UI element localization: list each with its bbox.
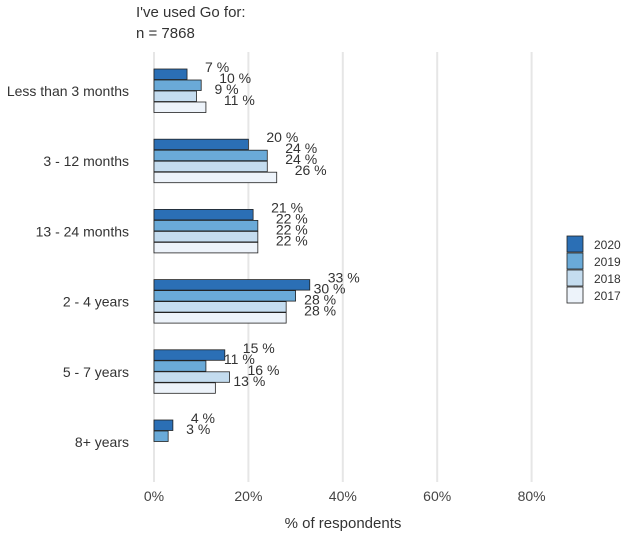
bar-2017 xyxy=(153,382,216,394)
bar-2020 xyxy=(153,419,174,431)
bar-2018 xyxy=(153,371,230,383)
bar-2018 xyxy=(153,160,268,173)
data-label: 26 % xyxy=(295,162,327,178)
x-tick-label: 80% xyxy=(518,488,546,504)
bar-2020 xyxy=(153,138,249,151)
data-label: 22 % xyxy=(276,210,308,226)
bars xyxy=(153,68,311,442)
bar-2019 xyxy=(153,79,202,91)
x-tick-label: 20% xyxy=(234,488,262,504)
bar-2018 xyxy=(153,301,287,313)
data-label: 10 % xyxy=(219,70,251,86)
x-tick-label: 0% xyxy=(144,488,164,504)
legend-label: 2019 xyxy=(594,255,621,269)
data-label: 24 % xyxy=(285,151,317,167)
data-label: 4 % xyxy=(191,410,215,426)
bar-2018 xyxy=(153,90,197,102)
category-labels: Less than 3 months 3 - 12 months 13 - 24 m… xyxy=(7,83,129,450)
data-label: 22 % xyxy=(276,232,308,248)
x-tick-label: 60% xyxy=(423,488,451,504)
bar-2019 xyxy=(153,430,169,442)
category-label: 8+ years xyxy=(75,434,129,450)
data-label: 13 % xyxy=(233,373,265,389)
gridlines xyxy=(153,52,533,482)
data-label: 22 % xyxy=(276,221,308,237)
data-label: 28 % xyxy=(304,303,336,319)
bar-2018 xyxy=(153,230,259,243)
legend: 2020 2019 2018 2017 xyxy=(566,235,621,304)
data-label: 30 % xyxy=(314,281,346,297)
x-tick-labels: 0% 20% 40% 60% 80% xyxy=(144,488,546,504)
bar-2019 xyxy=(153,219,259,232)
bar-2020 xyxy=(153,279,311,291)
data-label: 3 % xyxy=(186,421,210,437)
bar-2017 xyxy=(153,101,207,113)
x-tick-label: 40% xyxy=(329,488,357,504)
bar-2020 xyxy=(153,68,188,80)
bar-2017 xyxy=(153,171,278,184)
bar-2019 xyxy=(153,290,297,302)
chart-title: I've used Go for: xyxy=(136,4,246,21)
data-label: 15 % xyxy=(243,340,275,356)
legend-swatch-2020 xyxy=(566,235,584,253)
bar-2017 xyxy=(153,312,287,324)
bar-2019 xyxy=(153,149,268,162)
x-axis-label: % of respondents xyxy=(285,515,402,532)
data-label: 16 % xyxy=(248,362,280,378)
category-label: 2 - 4 years xyxy=(63,294,129,310)
legend-label: 2018 xyxy=(594,272,621,286)
data-label: 33 % xyxy=(328,270,360,286)
category-label: 5 - 7 years xyxy=(63,364,129,380)
bar-2020 xyxy=(153,349,226,361)
category-label: 13 - 24 months xyxy=(36,223,129,239)
legend-label: 2017 xyxy=(594,289,621,303)
legend-swatch-2017 xyxy=(566,286,584,304)
bar-2020 xyxy=(153,208,254,221)
bar-2019 xyxy=(153,360,207,372)
data-label: 9 % xyxy=(214,81,238,97)
chart-subtitle: n = 7868 xyxy=(136,25,195,42)
legend-label: 2020 xyxy=(594,238,621,252)
data-label: 24 % xyxy=(285,140,317,156)
bar-2017 xyxy=(153,241,259,254)
legend-swatch-2019 xyxy=(566,252,584,270)
legend-swatch-2018 xyxy=(566,269,584,287)
data-label: 7 % xyxy=(205,59,229,75)
data-label: 28 % xyxy=(304,292,336,308)
data-label: 11 % xyxy=(224,92,255,108)
data-label: 21 % xyxy=(271,199,303,215)
data-label: 11 % xyxy=(224,351,255,367)
bar-labels: 7 %10 %9 %11 %20 %24 %24 %26 %21 %22 %22… xyxy=(186,59,360,437)
category-label: 3 - 12 months xyxy=(43,153,129,169)
data-label: 20 % xyxy=(266,129,298,145)
category-label: Less than 3 months xyxy=(7,83,129,99)
